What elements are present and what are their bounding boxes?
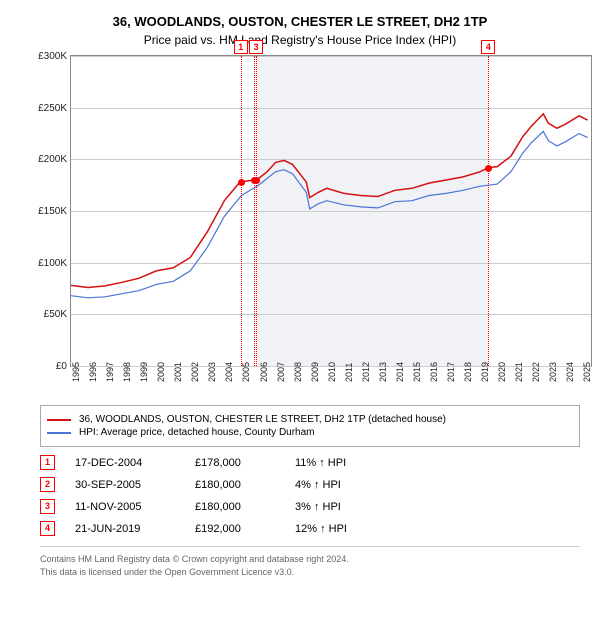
row-pct: 11% ↑ HPI [295,457,415,469]
row-marker: 4 [40,521,55,536]
chart-marker-4: 4 [481,40,495,54]
table-row: 4 21-JUN-2019£192,00012% ↑ HPI [40,521,580,536]
legend-box: 36, WOODLANDS, OUSTON, CHESTER LE STREET… [40,405,580,447]
legend-swatch-red [47,419,71,421]
plot-region: £0£50K£100K£150K£200K£250K£300K199519961… [70,55,592,367]
row-price: £178,000 [195,457,295,469]
y-axis-label: £50K [31,309,67,320]
chart-area: £0£50K£100K£150K£200K£250K£300K199519961… [30,55,590,395]
table-row: 3 11-NOV-2005£180,0003% ↑ HPI [40,499,580,514]
row-marker: 1 [40,455,55,470]
row-marker: 3 [40,499,55,514]
y-axis-label: £250K [31,103,67,114]
table-row: 2 30-SEP-2005£180,0004% ↑ HPI [40,477,580,492]
row-pct: 3% ↑ HPI [295,501,415,513]
y-axis-label: £150K [31,206,67,217]
row-marker: 2 [40,477,55,492]
y-axis-label: £100K [31,258,67,269]
row-date: 11-NOV-2005 [75,501,195,513]
row-date: 21-JUN-2019 [75,523,195,535]
legend-item-blue: HPI: Average price, detached house, Coun… [47,427,573,438]
legend-item-red: 36, WOODLANDS, OUSTON, CHESTER LE STREET… [47,414,573,425]
row-price: £180,000 [195,501,295,513]
y-axis-label: £300K [31,51,67,62]
row-date: 30-SEP-2005 [75,479,195,491]
y-axis-label: £200K [31,154,67,165]
chart-subtitle: Price paid vs. HM Land Registry's House … [10,33,590,47]
row-pct: 12% ↑ HPI [295,523,415,535]
row-date: 17-DEC-2004 [75,457,195,469]
legend-label-red: 36, WOODLANDS, OUSTON, CHESTER LE STREET… [79,414,446,425]
row-price: £180,000 [195,479,295,491]
chart-container: 36, WOODLANDS, OUSTON, CHESTER LE STREET… [0,0,600,588]
footer-attribution: Contains HM Land Registry data © Crown c… [40,546,580,578]
row-price: £192,000 [195,523,295,535]
transactions-table: 1 17-DEC-2004£178,00011% ↑ HPI 2 30-SEP-200… [40,455,580,536]
row-pct: 4% ↑ HPI [295,479,415,491]
chart-marker-1: 1 [234,40,248,54]
footer-line1: Contains HM Land Registry data © Crown c… [40,553,580,566]
y-axis-label: £0 [31,361,67,372]
table-row: 1 17-DEC-2004£178,00011% ↑ HPI [40,455,580,470]
legend-label-blue: HPI: Average price, detached house, Coun… [79,427,315,438]
chart-title: 36, WOODLANDS, OUSTON, CHESTER LE STREET… [10,14,590,29]
chart-marker-3: 3 [249,40,263,54]
footer-line2: This data is licensed under the Open Gov… [40,566,580,579]
legend-swatch-blue [47,432,71,434]
